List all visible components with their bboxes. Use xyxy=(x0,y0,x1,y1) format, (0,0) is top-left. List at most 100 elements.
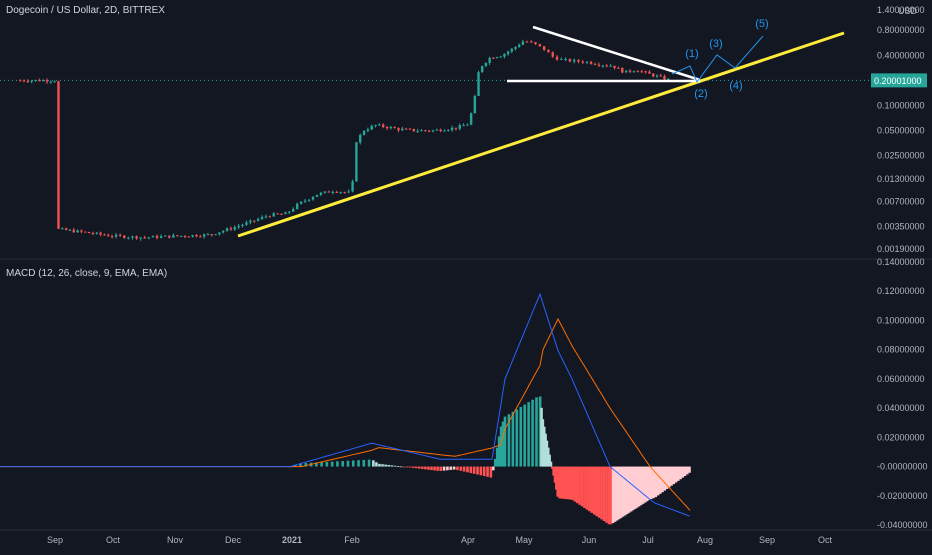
macd-hist-bar-104 xyxy=(607,466,611,525)
macd-hist-bar-128 xyxy=(656,466,660,496)
triangle-resistance-line xyxy=(532,25,701,82)
macd-hist-bar-28 xyxy=(408,466,412,468)
candle-body-109 xyxy=(443,130,446,132)
macd-hist-bar-2 xyxy=(299,463,302,467)
candle-body-112 xyxy=(454,127,458,129)
macd-hist-bar-89 xyxy=(570,466,574,500)
macd-hist-bar-38 xyxy=(439,466,443,471)
macd-hist-bar-122 xyxy=(643,466,647,503)
candle-body-137 xyxy=(551,52,554,57)
macd-hist-bar-140 xyxy=(683,466,687,477)
candle-body-59 xyxy=(249,220,252,223)
candle-body-67 xyxy=(280,213,283,215)
macd-line xyxy=(0,292,691,517)
macd-hist-bar-80 xyxy=(553,466,557,483)
macd-hist-bar-70 xyxy=(540,407,543,467)
candle-body-98 xyxy=(401,128,404,131)
candle-body-74 xyxy=(307,199,311,201)
wave-projection-path xyxy=(671,35,764,83)
time-axis-label-0: Sep xyxy=(47,535,63,545)
macd-axis-tick-6: 0.02000000 xyxy=(877,432,925,442)
signal-line xyxy=(0,317,691,511)
macd-hist-bar-68 xyxy=(535,397,538,467)
candle-body-119 xyxy=(481,65,484,73)
macd-hist-bar-121 xyxy=(641,466,645,504)
macd-hist-bar-20 xyxy=(384,464,387,467)
candle-body-70 xyxy=(292,208,295,212)
candle-body-31 xyxy=(139,237,142,239)
candle-body-64 xyxy=(268,216,272,218)
time-axis-label-9: Jul xyxy=(642,535,654,545)
time-axis-label-1: Oct xyxy=(106,535,121,545)
last-price-badge xyxy=(871,73,927,88)
candle-body-47 xyxy=(202,234,206,237)
candle-body-16 xyxy=(80,230,83,232)
macd-hist-bar-96 xyxy=(588,466,591,512)
candle-body-138 xyxy=(555,56,559,60)
candle-body-116 xyxy=(469,113,473,125)
macd-hist-bar-114 xyxy=(627,466,631,513)
candle-body-4 xyxy=(34,79,37,81)
candle-body-46 xyxy=(199,236,202,238)
candle-body-162 xyxy=(652,73,655,77)
candle-body-142 xyxy=(572,59,576,62)
macd-hist-bar-76 xyxy=(548,454,551,467)
macd-hist-bar-131 xyxy=(663,466,667,491)
time-axis-label-10: Aug xyxy=(697,535,713,545)
macd-hist-bar-87 xyxy=(566,466,570,500)
macd-hist-bar-86 xyxy=(564,466,568,500)
price-axis-tick-9: 0.00350000 xyxy=(877,222,925,232)
macd-hist-bar-105 xyxy=(609,466,613,525)
candle-body-53 xyxy=(225,228,229,231)
macd-hist-bar-100 xyxy=(597,466,601,518)
candle-body-158 xyxy=(636,71,640,73)
candle-body-15 xyxy=(76,230,79,233)
candle-body-34 xyxy=(151,235,155,238)
candle-body-128 xyxy=(514,46,517,49)
macd-hist-bar-138 xyxy=(679,466,682,480)
macd-hist-bar-77 xyxy=(549,461,553,467)
candle-body-152 xyxy=(613,65,616,68)
candle-body-145 xyxy=(585,61,589,63)
candle-body-154 xyxy=(621,67,624,73)
candle-body-157 xyxy=(632,71,636,73)
macd-hist-bar-7 xyxy=(325,461,329,467)
macd-hist-bar-52 xyxy=(486,466,489,477)
macd-hist-bar-56 xyxy=(495,447,499,467)
macd-hist-bar-90 xyxy=(573,466,577,502)
candle-body-35 xyxy=(155,235,159,238)
candle-body-88 xyxy=(362,130,366,135)
candle-body-44 xyxy=(191,235,194,237)
candle-body-95 xyxy=(389,127,393,129)
macd-hist-bar-82 xyxy=(556,466,559,497)
macd-hist-bar-91 xyxy=(575,466,579,504)
macd-hist-bar-136 xyxy=(674,466,678,483)
macd-hist-bar-107 xyxy=(613,466,617,522)
candle-body-18 xyxy=(87,231,91,234)
macd-hist-bar-123 xyxy=(645,466,649,502)
macd-hist-bar-15 xyxy=(367,459,371,467)
macd-hist-bar-33 xyxy=(424,466,427,470)
candle-body-51 xyxy=(218,232,221,235)
macd-hist-bar-6 xyxy=(320,462,323,467)
macd-hist-bar-45 xyxy=(462,466,466,472)
candle-body-108 xyxy=(439,129,442,132)
candle-body-37 xyxy=(164,235,167,237)
candle-body-24 xyxy=(110,236,114,238)
wave-label-3: (3) xyxy=(709,38,722,50)
macd-hist-bar-55 xyxy=(493,458,497,467)
macd-hist-bar-103 xyxy=(605,466,608,523)
candle-body-114 xyxy=(462,125,465,127)
macd-hist-bar-48 xyxy=(472,466,476,474)
macd-hist-bar-67 xyxy=(531,399,534,467)
candle-body-151 xyxy=(609,65,612,67)
macd-hist-bar-127 xyxy=(654,466,658,498)
candle-body-153 xyxy=(617,67,620,69)
macd-axis-tick-3: 0.08000000 xyxy=(877,345,925,355)
macd-hist-bar-98 xyxy=(592,466,596,515)
macd-hist-bar-94 xyxy=(583,466,586,509)
candle-body-25 xyxy=(114,234,118,237)
candle-body-140 xyxy=(564,59,567,61)
